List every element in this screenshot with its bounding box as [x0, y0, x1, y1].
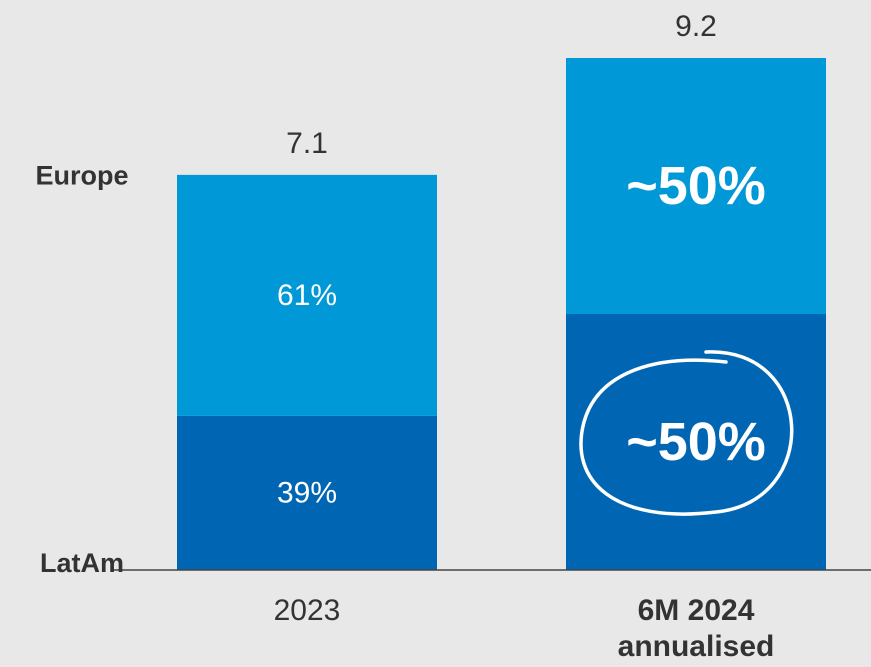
bar-segment-europe-1 [566, 58, 826, 314]
bar-total-label: 7.1 [286, 127, 328, 160]
segment-share-label: 39% [277, 476, 337, 509]
bar-total-label: 9.2 [675, 10, 717, 43]
category-label: 2023 [274, 594, 341, 627]
bar-segment-latam-0 [177, 415, 437, 570]
segment-share-label: 61% [277, 279, 337, 312]
bar-segment-latam-1 [566, 314, 826, 570]
segment-share-label: ~50% [626, 156, 766, 216]
category-label: annualised [618, 630, 775, 663]
highlight-circle [579, 350, 794, 516]
bar-segment-europe-0 [177, 174, 437, 416]
legend-label-latam: LatAm [40, 548, 124, 578]
category-label: 6M 2024 [638, 594, 755, 627]
segment-share-label: ~50% [626, 412, 766, 472]
legend-label-europe: Europe [35, 160, 128, 190]
